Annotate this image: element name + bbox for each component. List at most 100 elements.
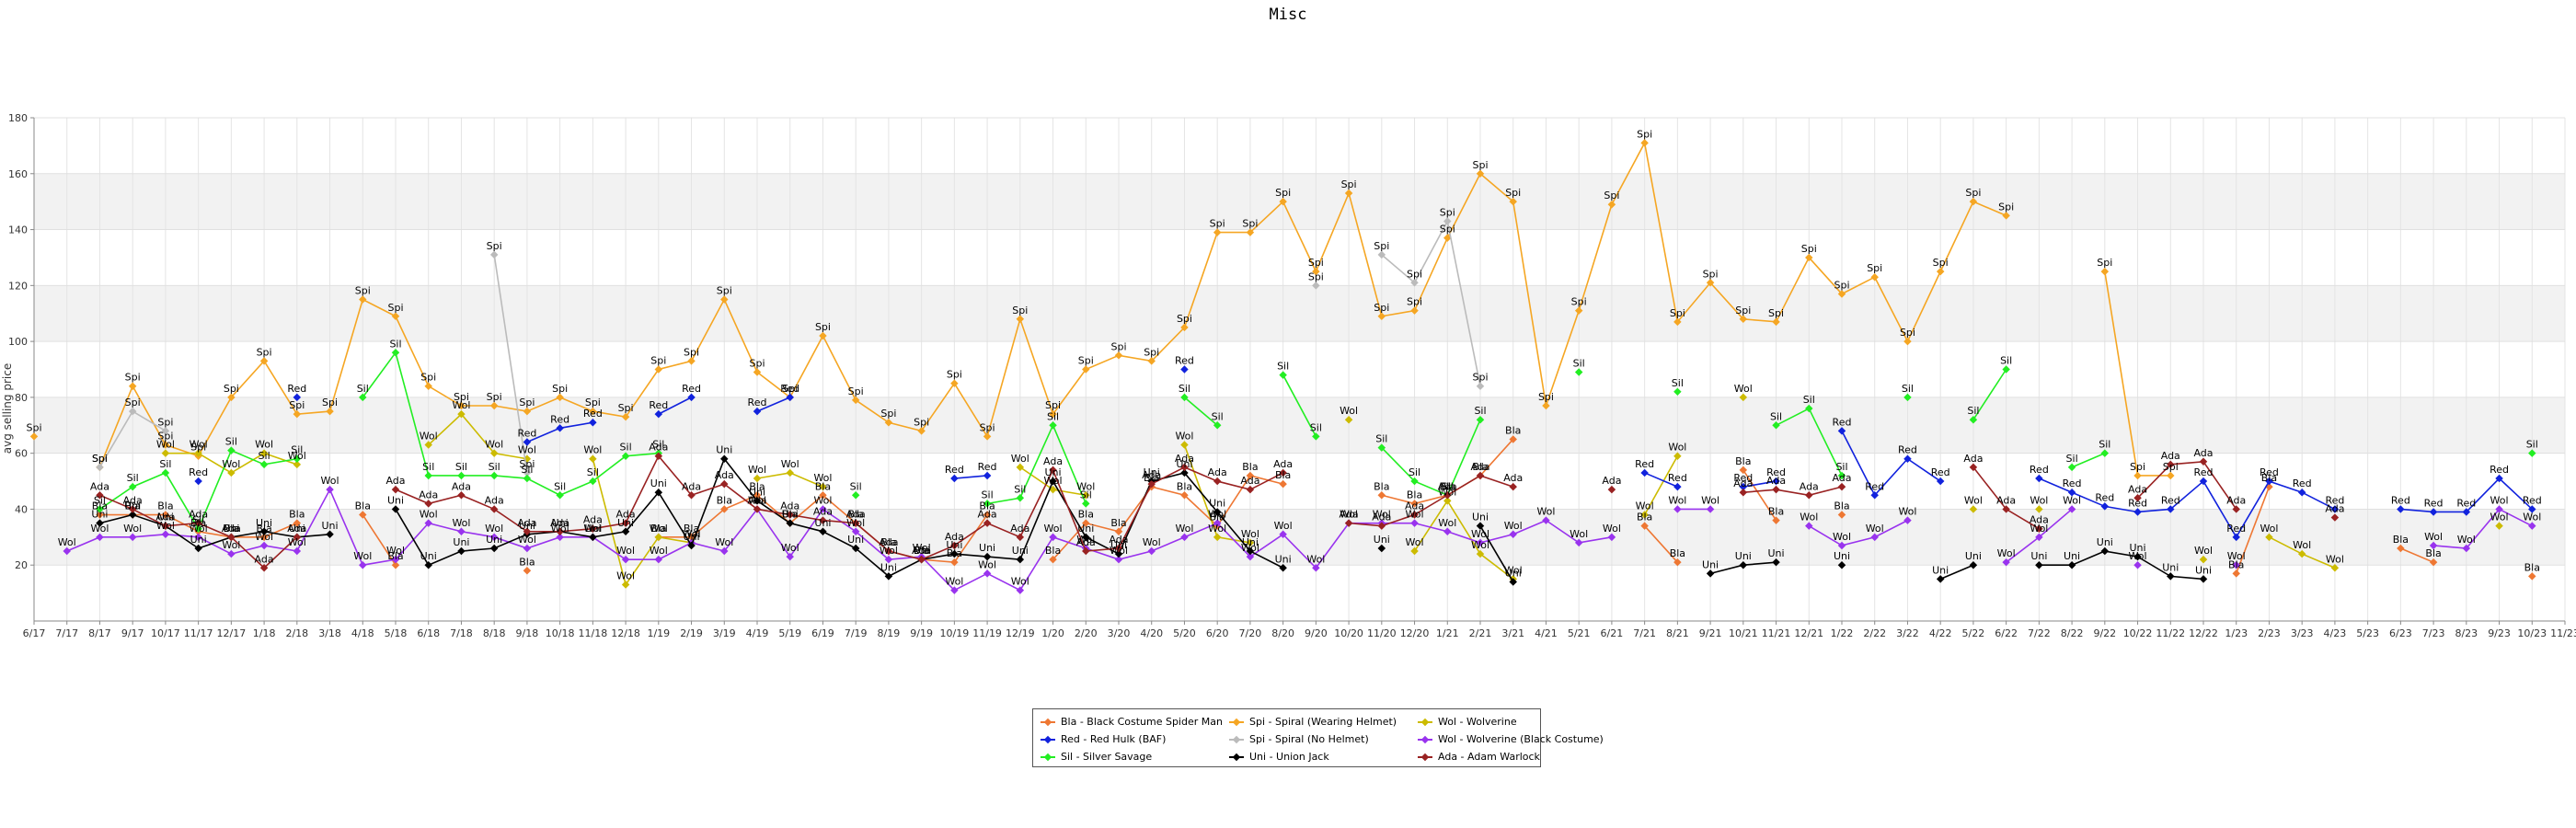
data-label: Wol	[353, 550, 372, 562]
data-label: Sil	[521, 464, 533, 476]
data-label: Uni	[1472, 512, 1489, 523]
data-label: Ada	[1832, 472, 1851, 484]
data-label: Sil	[850, 480, 862, 492]
data-label: Uni	[2129, 542, 2145, 554]
data-point	[2528, 449, 2536, 457]
data-label: Spi	[1308, 257, 1324, 269]
data-point	[1509, 578, 1517, 586]
series-line	[986, 423, 1087, 505]
x-tick-label: 6/20	[1206, 627, 1229, 639]
x-tick-label: 7/23	[2422, 627, 2445, 639]
data-label: Wol	[321, 475, 339, 487]
data-point	[326, 407, 334, 416]
data-label: Uni	[1242, 536, 1259, 548]
data-label: Spi	[1933, 257, 1949, 269]
data-label: Wol	[222, 458, 240, 470]
data-point	[1049, 477, 1057, 486]
data-point	[1903, 516, 1912, 524]
data-point	[1476, 471, 1485, 480]
x-tick-label: 1/23	[2225, 627, 2248, 639]
data-point	[2495, 522, 2503, 530]
data-label: Ada	[287, 523, 306, 535]
data-point	[1312, 267, 1320, 276]
data-point	[753, 368, 762, 376]
data-point	[2330, 505, 2340, 513]
data-point	[786, 552, 794, 561]
data-label: Spi	[1703, 268, 1719, 280]
x-tick-label: 2/19	[680, 627, 703, 639]
data-point	[523, 407, 532, 416]
data-point	[884, 418, 893, 427]
data-point	[2067, 488, 2076, 497]
data-point	[326, 530, 334, 539]
data-label: Uni	[1505, 567, 1522, 579]
data-label: Red	[1931, 466, 1950, 478]
data-point	[1673, 452, 1682, 460]
series-line	[2039, 550, 2204, 581]
data-label: Ada	[945, 531, 964, 543]
data-label: Red	[649, 399, 668, 411]
data-label: Ada	[1175, 453, 1194, 465]
data-point	[391, 505, 400, 513]
data-label: Wol	[1306, 553, 1325, 565]
data-label: Wol	[1110, 545, 1128, 557]
data-label: Uni	[1767, 547, 1784, 559]
data-label: Sil	[1803, 394, 1815, 406]
grid-band	[34, 285, 2565, 342]
legend-label: Ada - Adam Warlock	[1438, 751, 1540, 763]
data-point	[1837, 511, 1846, 519]
data-point	[194, 449, 202, 457]
x-tick-label: 4/18	[351, 627, 374, 639]
data-point	[1410, 511, 1419, 519]
data-label: Wol	[2260, 523, 2278, 535]
data-label: Sil	[1310, 421, 1322, 433]
data-point	[1903, 454, 1912, 463]
data-label: Sil	[1080, 489, 1092, 500]
data-label: Spi	[1834, 279, 1849, 291]
data-point	[884, 572, 893, 581]
data-label: Bla	[1440, 480, 1455, 492]
data-point	[1706, 505, 1715, 513]
data-label: Wol	[2030, 494, 2048, 506]
data-point	[2330, 513, 2340, 522]
data-label: Spi	[519, 458, 535, 470]
x-tick-label: 8/20	[1271, 627, 1294, 639]
data-label: Bla	[2393, 534, 2409, 546]
data-label: Wol	[1603, 523, 1621, 535]
data-label: Spi	[92, 453, 108, 465]
data-point	[983, 471, 992, 480]
series-line	[658, 397, 692, 415]
point-labels: Bla Bla Bla Bla Bla Bla Bla Bla Bla Bla Bla Bla Bla B…	[26, 128, 2541, 587]
data-label: Ada	[2161, 450, 2180, 462]
data-label: Uni	[289, 523, 305, 535]
data-label: Ada	[1438, 480, 1457, 492]
data-point	[2199, 555, 2208, 564]
data-label: Bla	[815, 480, 831, 492]
data-label: Spi	[1177, 313, 1192, 325]
data-label: Uni	[979, 542, 995, 554]
data-point	[161, 449, 170, 457]
data-point	[424, 441, 432, 449]
data-point	[1805, 522, 1813, 530]
data-label: Spi	[1505, 187, 1521, 199]
data-point	[2167, 460, 2175, 469]
data-label: Spi	[1308, 270, 1324, 282]
data-point	[1016, 315, 1025, 324]
x-tick-label: 1/18	[253, 627, 276, 639]
data-label: Red	[2063, 477, 2082, 489]
data-label: Sil	[620, 442, 632, 454]
series-line	[428, 412, 528, 460]
data-point	[819, 516, 827, 524]
data-label: Wol	[1438, 486, 1456, 498]
legend-swatch	[1418, 753, 1432, 762]
data-point	[489, 544, 499, 553]
data-label: Wol	[452, 399, 470, 411]
data-point	[687, 541, 696, 550]
data-point	[1772, 317, 1780, 327]
data-label: Bla	[2524, 561, 2540, 573]
data-point	[654, 409, 663, 419]
data-label: Bla	[848, 509, 864, 521]
data-point	[424, 519, 432, 527]
data-point	[1509, 435, 1517, 443]
x-tick-label: 8/18	[483, 627, 506, 639]
